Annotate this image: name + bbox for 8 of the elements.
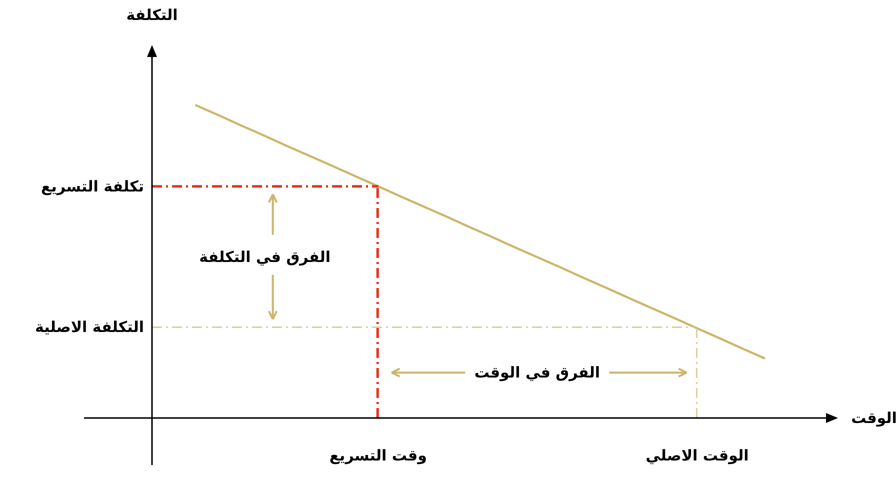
annotation: الفرق في الوقت (474, 364, 600, 382)
x-tick-label: الوقت الاصلي (646, 446, 749, 464)
x-tick-label: وقت التسريع (329, 446, 427, 464)
annotation: الفرق في التكلفة (199, 248, 331, 266)
text: الوقت (851, 409, 896, 427)
ref-line-label: التكلفة الاصلية (34, 318, 144, 336)
ref-line-label: تكلفة التسريع (41, 177, 144, 196)
text: التكلفة (126, 6, 178, 24)
